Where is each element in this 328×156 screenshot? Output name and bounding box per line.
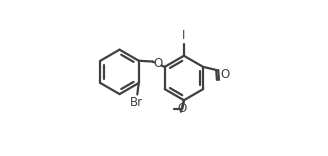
Text: I: I xyxy=(182,29,186,42)
Text: O: O xyxy=(178,102,187,115)
Text: O: O xyxy=(154,57,163,71)
Text: O: O xyxy=(221,68,230,81)
Text: Br: Br xyxy=(130,96,143,109)
